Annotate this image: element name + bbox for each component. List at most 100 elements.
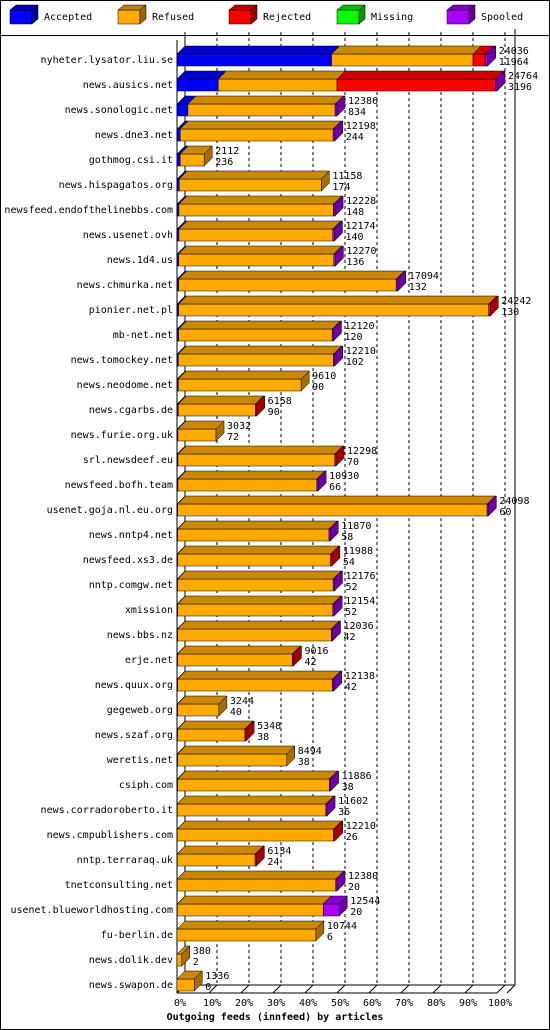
bar-side — [317, 470, 327, 492]
bar-side — [334, 195, 344, 217]
bar-top-shade — [333, 246, 344, 254]
y-tick-label: news.nntp4.net — [89, 530, 173, 541]
offered-label: 380 — [193, 946, 211, 957]
x-tick-label: 40% — [299, 998, 317, 1009]
offered-label: 24098 — [499, 496, 529, 507]
accepted-label: 60 — [499, 507, 511, 518]
bar-top-shade — [177, 671, 341, 679]
bar-side-shade — [246, 721, 255, 741]
offered-label: 12138 — [345, 671, 375, 682]
y-tick-label: news.cmpublishers.com — [47, 830, 173, 841]
y-tick-label: fu-berlin.de — [101, 930, 173, 941]
bar-top-shade — [177, 271, 187, 279]
offered-label: 1336 — [205, 971, 229, 982]
y-tick-label: gothmog.csi.it — [89, 155, 173, 166]
y-tick-label: news.neodome.net — [77, 380, 173, 391]
offered-label: 11988 — [343, 546, 373, 557]
accepted-label: 38 — [257, 732, 269, 743]
accepted-label: 52 — [345, 607, 357, 618]
bar-side-shade — [335, 196, 344, 216]
bar-top-shade — [177, 596, 341, 604]
accepted-label: 52 — [345, 582, 357, 593]
offered-label: 12298 — [347, 446, 377, 457]
bar-side-shade — [327, 796, 336, 816]
bar-segment — [178, 403, 256, 417]
offered-label: 12380 — [348, 871, 378, 882]
legend-swatch-top-shade — [337, 5, 365, 10]
accepted-label: 120 — [344, 332, 362, 343]
accepted-label: 834 — [348, 107, 366, 118]
bar-side — [333, 595, 343, 617]
offered-label: 8494 — [298, 746, 322, 757]
bar-segment — [177, 603, 334, 617]
bar-segment — [178, 353, 334, 367]
legend-swatch-side — [468, 4, 476, 25]
bar-side — [331, 545, 341, 567]
bar-side-shade — [256, 396, 265, 416]
x-tick — [304, 984, 314, 994]
offered-label: 3032 — [227, 421, 251, 432]
bar-segment — [177, 703, 220, 717]
accepted-label: 72 — [227, 432, 239, 443]
bar-top-shade — [333, 121, 343, 129]
y-tick-label: newsfeed.bofh.team — [65, 480, 173, 491]
bar-top-shade — [177, 721, 253, 729]
bar-top-shade — [177, 871, 344, 879]
bar-top-shade — [178, 396, 264, 404]
y-tick-label: news.swapon.de — [89, 980, 173, 991]
x-tick — [368, 984, 378, 994]
bar-side — [256, 845, 265, 867]
bar-top-shade — [178, 271, 405, 279]
bar-top-shade — [177, 296, 187, 304]
x-tick-label: 30% — [267, 998, 285, 1009]
bar-side-shade — [334, 346, 343, 366]
bar-side-shade — [336, 446, 345, 466]
bar-top-shade — [177, 221, 187, 229]
bar-segment — [176, 953, 183, 967]
y-tick-label: newsfeed.xs3.de — [83, 555, 173, 566]
bar-top-shade — [178, 221, 341, 229]
legend-swatch-top-shade — [229, 5, 257, 10]
accepted-label: 38 — [342, 782, 354, 793]
accepted-label: 236 — [215, 157, 233, 168]
bar-top-shade — [177, 321, 187, 329]
bar-segment — [176, 928, 317, 942]
bar-top-shade — [177, 646, 301, 654]
bar-top-shade — [178, 196, 342, 204]
y-tick-label: gegeweb.org — [107, 705, 173, 716]
accepted-label: 38 — [298, 757, 310, 768]
bar-top-shade — [333, 196, 344, 204]
accepted-label: 2 — [193, 957, 199, 968]
offered-label: 12120 — [344, 321, 374, 332]
bar-top-shade — [495, 71, 505, 79]
bar-side — [286, 745, 296, 767]
y-tick-label: news.chmurka.net — [77, 280, 173, 291]
bar-side-shade — [333, 321, 342, 341]
offered-label: 2112 — [215, 146, 239, 157]
bar-side-shade — [315, 921, 324, 941]
offered-label: 12036 — [344, 621, 374, 632]
accepted-label: 132 — [409, 282, 427, 293]
accepted-label: 40 — [230, 707, 242, 718]
bar-segment — [176, 153, 181, 167]
bar-top-shade — [177, 846, 264, 854]
bar-top-shade — [332, 221, 343, 229]
x-tick-label: 100% — [488, 998, 512, 1009]
y-tick-label: csiph.com — [119, 780, 173, 791]
y-tick-label: news.quux.org — [95, 680, 173, 691]
offered-label: 12210 — [346, 821, 376, 832]
offered-label: 12210 — [346, 346, 376, 357]
y-tick-label: erje.net — [125, 655, 173, 666]
bar-side-shade — [397, 271, 406, 291]
bar-segment — [177, 903, 324, 917]
accepted-label: 140 — [345, 232, 363, 243]
bar-side — [397, 270, 407, 292]
bar-segment — [331, 53, 474, 67]
bar-segment — [177, 528, 330, 542]
bar-side — [203, 145, 213, 167]
bar-side — [293, 645, 302, 667]
bar-side-shade — [216, 421, 225, 441]
bar-side-shade — [321, 171, 330, 191]
legend-swatch-side-shade — [251, 5, 257, 24]
y-tick-label: news.usenet.ovh — [83, 230, 173, 241]
